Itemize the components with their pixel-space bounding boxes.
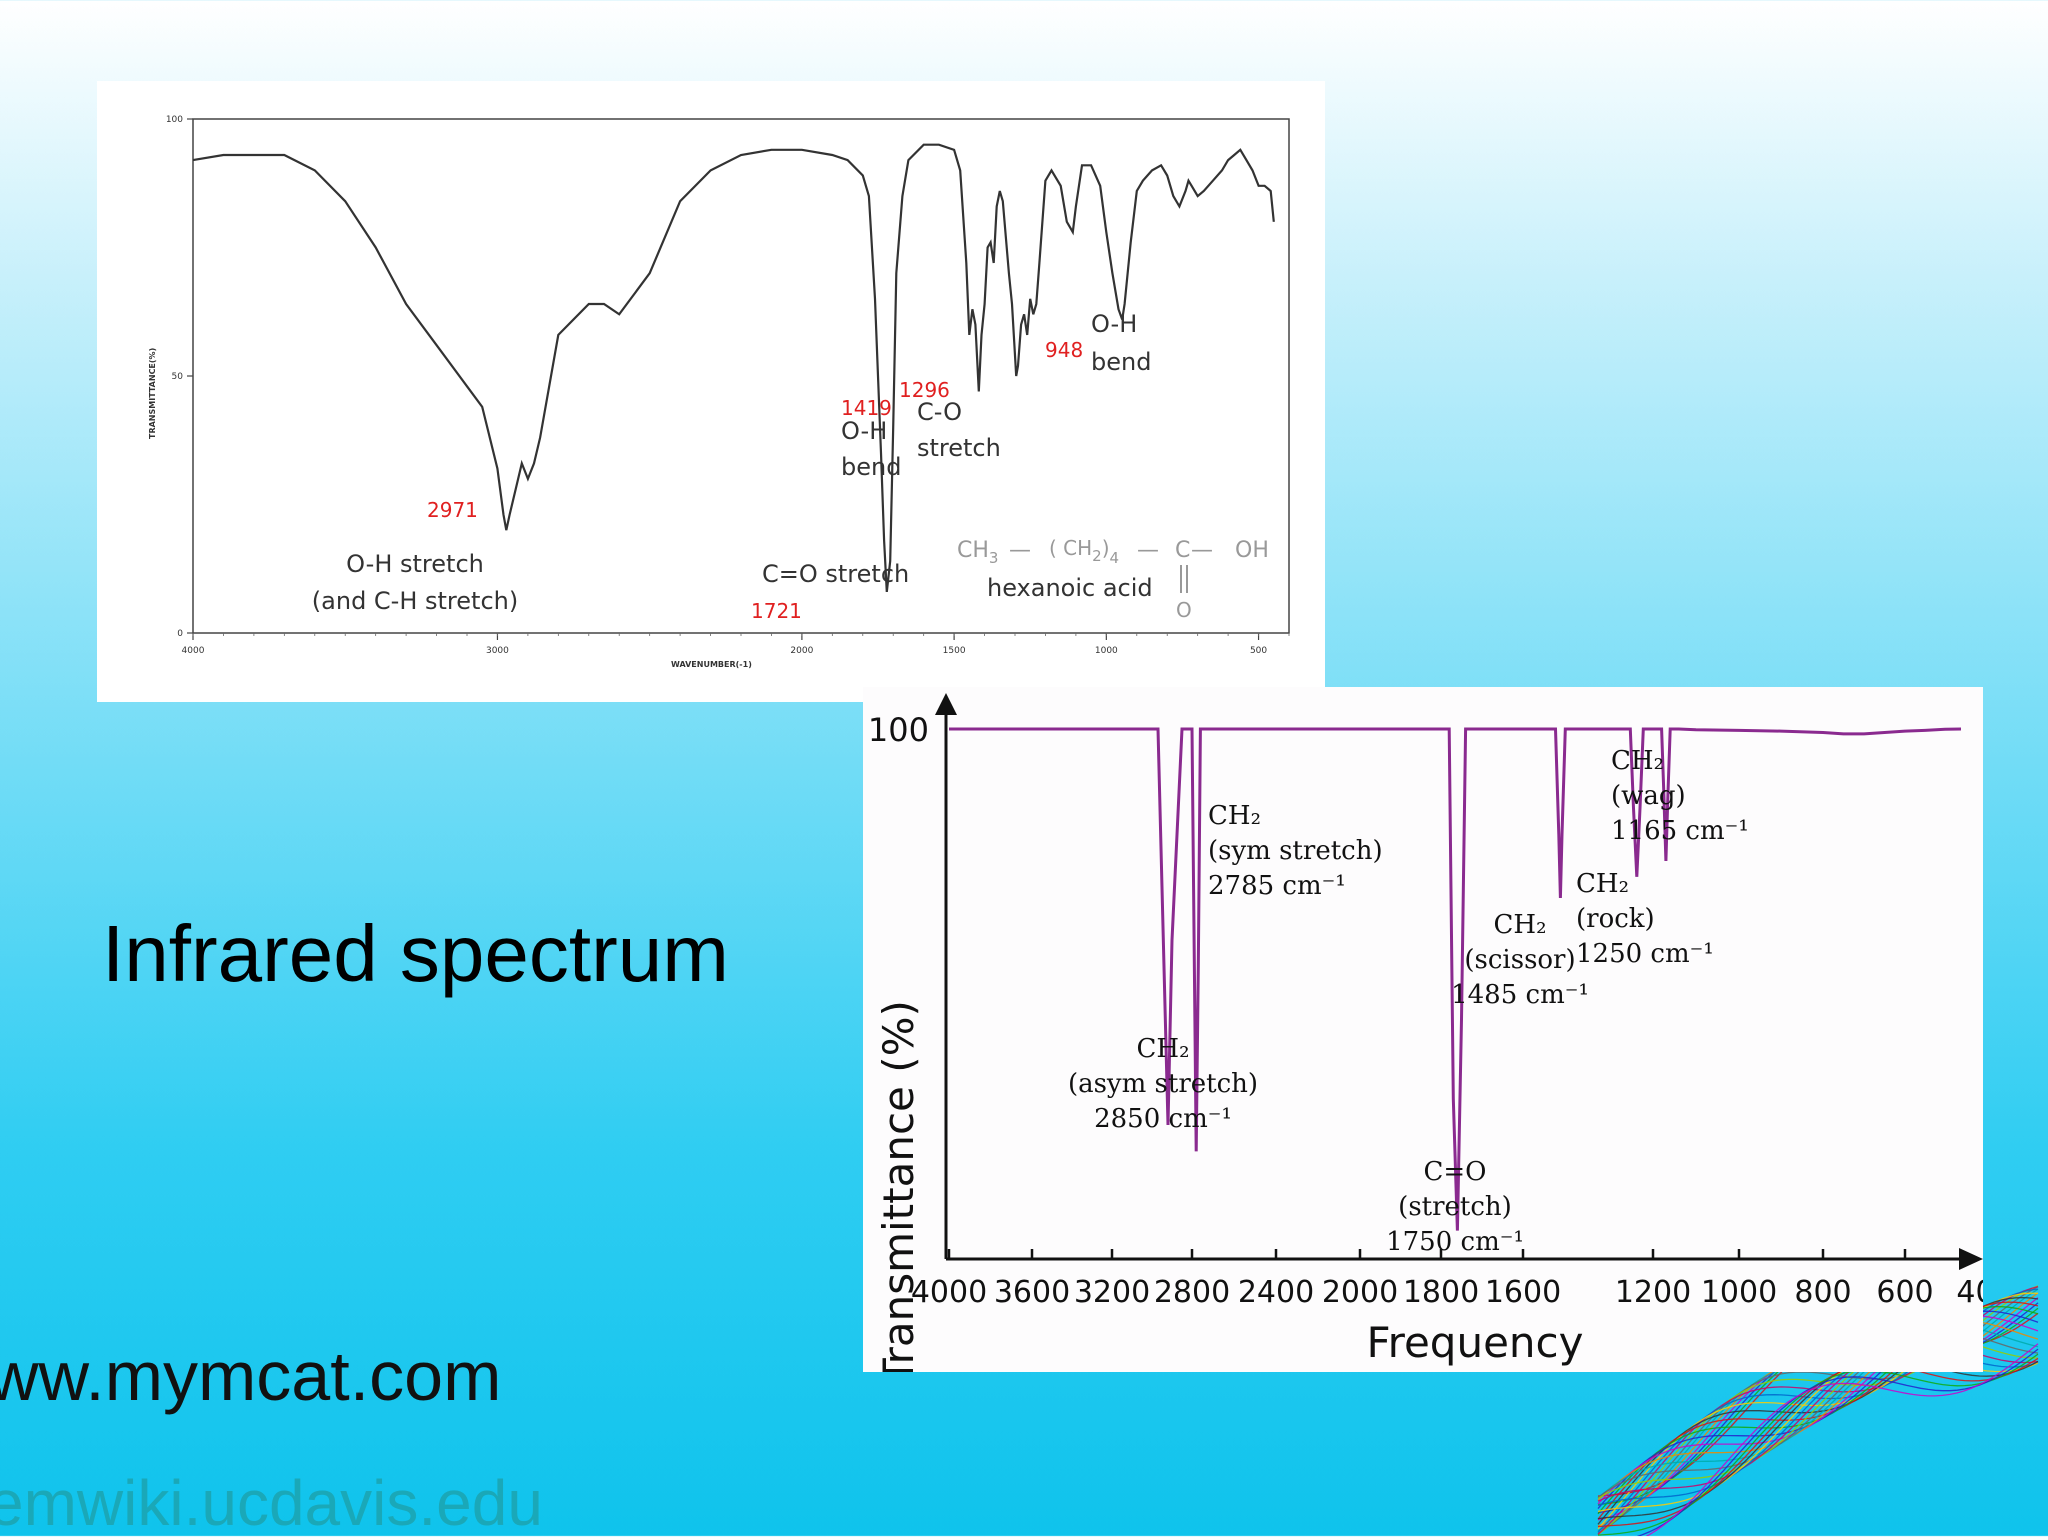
- source-credit-mymcat: ww.mymcat.com: [0, 1337, 502, 1415]
- annotation-label: CH₂: [1611, 746, 1664, 776]
- structure-bond-2: —: [1137, 538, 1159, 563]
- annotation-label: (stretch): [1398, 1192, 1512, 1222]
- x-tick-label: 500: [1250, 646, 1267, 656]
- annotation-label: (and C-H stretch): [312, 587, 518, 615]
- x-tick-label: 1500: [943, 646, 966, 656]
- ir-spectrum-ch2-chart: 4000 3600 3200 2800 2400 2000 1800 1600 1200 1000…: [868, 693, 2014, 1385]
- annotation-label: (rock): [1576, 904, 1655, 934]
- annotation-label: 1296: [899, 378, 950, 402]
- peak-annotation: CH₂ (scissor) 1485 cm⁻¹: [1451, 910, 1589, 1010]
- x-tick-label: 1000: [1701, 1275, 1777, 1310]
- peak-annotation: CH₂ (rock) 1250 cm⁻¹: [1576, 869, 1714, 969]
- x-tick-label: 2000: [790, 646, 813, 656]
- annotation-label: (sym stretch): [1208, 836, 1383, 866]
- annotation-label: 1721: [751, 599, 802, 623]
- x-tick-label: 2000: [1322, 1275, 1398, 1310]
- peak-annotation: CH₂ (wag) 1165 cm⁻¹: [1611, 746, 1749, 846]
- y-tick-label: 50: [172, 372, 184, 382]
- x-tick-label: 400: [1956, 1275, 1983, 1310]
- annotation-label: CH₂: [1576, 869, 1629, 899]
- y-tick-label: 100: [166, 115, 183, 125]
- peak-annotation: CH₂ (sym stretch) 2785 cm⁻¹: [1208, 801, 1383, 901]
- annotation-label: 2971: [427, 498, 478, 522]
- y-tick-label: 100: [868, 711, 929, 749]
- slide-title: Infrared spectrum: [102, 909, 729, 998]
- annotation-label: C-O: [917, 398, 962, 426]
- x-tick-label: 1200: [1615, 1275, 1691, 1310]
- structure-oxygen: O: [1176, 598, 1192, 622]
- x-tick-label: 1000: [1095, 646, 1118, 656]
- annotation-label: O-H: [841, 417, 887, 445]
- peak-annotation: CH₂ (asym stretch) 2850 cm⁻¹: [1068, 1034, 1258, 1134]
- x-axis-arrow: [1959, 1248, 1983, 1270]
- source-credit-chemwiki: emwiki.ucdavis.edu: [0, 1467, 543, 1539]
- x-tick-label: 2400: [1238, 1275, 1314, 1310]
- structure-carbon: C: [1175, 538, 1190, 563]
- x-tick-label: 4000: [182, 646, 205, 656]
- structure-ch3: CH3: [957, 538, 998, 567]
- ir-spectrum-hexanoic-acid-chart: 4000 3000 2000 1500 1000 500 0 50 100 TRANSMITTA…: [148, 115, 1290, 669]
- annotation-label: C=O stretch: [762, 560, 909, 588]
- annotation-label: O-H stretch: [346, 550, 484, 578]
- y-tick-label: 0: [177, 629, 183, 639]
- x-tick-label: 1600: [1485, 1275, 1561, 1310]
- annotation-label: CH₂: [1137, 1034, 1190, 1064]
- annotation-label: CH₂: [1208, 801, 1261, 831]
- y-axis-label: TRANSMITTANCE(%): [148, 348, 157, 439]
- y-axis-label: Transmittance (%): [874, 1000, 923, 1372]
- y-axis-arrow: [935, 693, 957, 715]
- annotation-label: (scissor): [1464, 945, 1575, 975]
- annotation-label: CH₂: [1494, 910, 1547, 940]
- annotation-label: 1750 cm⁻¹: [1386, 1227, 1524, 1257]
- x-tick-label: 3000: [486, 646, 509, 656]
- peak-annotation: C=O (stretch) 1750 cm⁻¹: [1386, 1157, 1524, 1257]
- x-tick-label: 2800: [1154, 1275, 1230, 1310]
- annotation-label: 1485 cm⁻¹: [1451, 980, 1589, 1010]
- x-tick-label: 1800: [1403, 1275, 1479, 1310]
- spectrum-line: [192, 143, 1275, 593]
- x-tick-label: 800: [1794, 1275, 1851, 1310]
- annotation-label: C=O: [1424, 1157, 1487, 1187]
- annotation-label: 1419: [841, 396, 892, 420]
- structure-bond-1: —: [1009, 538, 1031, 563]
- hexanoic-acid-structure: CH3 — ( CH2)4 — C — OH O hexanoic acid: [957, 536, 1269, 622]
- x-tick-label: 600: [1876, 1275, 1933, 1310]
- annotation-label: 1165 cm⁻¹: [1611, 816, 1749, 846]
- annotation-label: O-H: [1091, 310, 1137, 338]
- annotation-label: stretch: [917, 434, 1001, 462]
- ir-spectrum-ch2-panel: 4000 3600 3200 2800 2400 2000 1800 1600 1200 1000…: [863, 687, 2014, 1385]
- structure-ch2: ( CH2)4: [1049, 536, 1119, 567]
- annotation-label: 2785 cm⁻¹: [1208, 871, 1346, 901]
- annotation-label: bend: [1091, 348, 1151, 376]
- structure-bond-3: —: [1191, 538, 1213, 563]
- x-tick-label: 3200: [1074, 1275, 1150, 1310]
- x-tick-label: 4000: [911, 1275, 987, 1310]
- x-tick-label: 3600: [994, 1275, 1070, 1310]
- annotation-label: (asym stretch): [1068, 1069, 1258, 1099]
- spectrum-line: [949, 727, 1962, 1231]
- structure-oh: OH: [1235, 538, 1269, 563]
- annotation-label: 1250 cm⁻¹: [1576, 939, 1714, 969]
- ir-spectrum-hexanoic-acid-panel: 4000 3000 2000 1500 1000 500 0 50 100 TRANSMITTA…: [97, 81, 1325, 702]
- x-axis-label: WAVENUMBER(-1): [671, 660, 752, 669]
- structure-name: hexanoic acid: [987, 574, 1153, 602]
- annotation-label: bend: [841, 453, 901, 481]
- annotation-label: (wag): [1611, 781, 1686, 811]
- annotation-label: 2850 cm⁻¹: [1094, 1104, 1232, 1134]
- annotation-label: 948: [1045, 338, 1083, 362]
- x-axis-label: Frequency: [1367, 1318, 1584, 1367]
